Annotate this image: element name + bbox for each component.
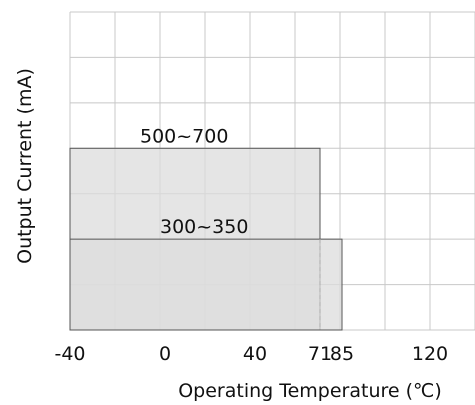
x-tick-label: 120 bbox=[412, 343, 448, 365]
x-tick-label: 40 bbox=[243, 343, 267, 365]
x-tick-label: -40 bbox=[54, 343, 85, 365]
regions bbox=[69, 147, 343, 331]
region-label: 500~700 bbox=[140, 125, 228, 147]
region-300-350 bbox=[69, 238, 343, 331]
x-tick-label: 85 bbox=[330, 343, 354, 365]
x-axis-title: Operating Temperature (℃) bbox=[178, 380, 442, 402]
region-label: 300~350 bbox=[160, 216, 248, 238]
x-tick-label: 0 bbox=[159, 343, 171, 365]
region-labels: 500~700 300~350 bbox=[140, 125, 248, 238]
x-tick-label: 71 bbox=[308, 343, 332, 365]
y-axis-title: Output Current (mA) bbox=[14, 68, 36, 264]
